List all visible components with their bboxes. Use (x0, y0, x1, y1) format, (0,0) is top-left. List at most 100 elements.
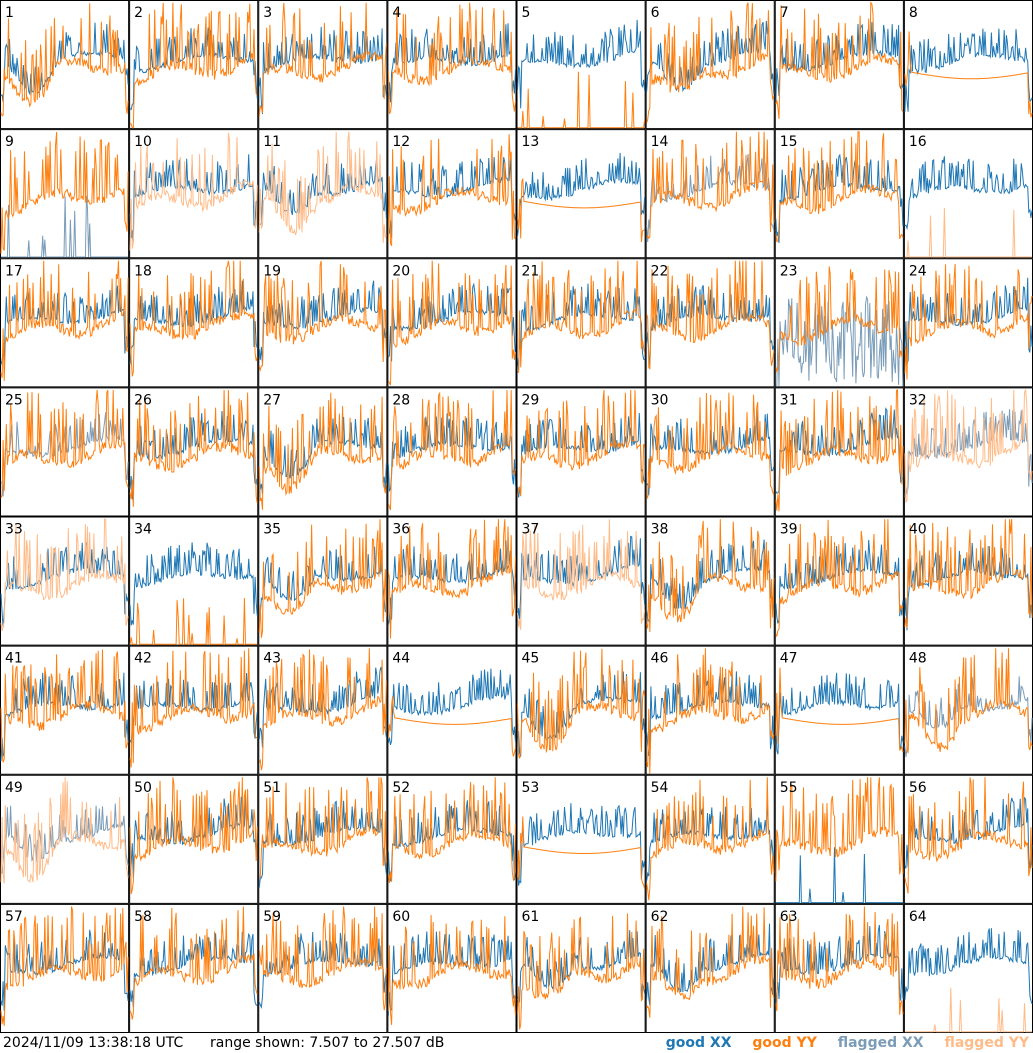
panel-label: 55 (780, 780, 798, 796)
panel-frame (903, 0, 1033, 130)
antenna-panel: 49 (0, 774, 130, 904)
series-yy-line (646, 906, 775, 1018)
antenna-panel: 22 (645, 258, 775, 388)
series-yy-line (258, 2, 387, 117)
antenna-panel: 21 (516, 258, 646, 388)
antenna-panel: 50 (129, 774, 259, 904)
panel-label: 4 (392, 5, 401, 21)
series-yy-line (775, 389, 904, 512)
panel-frame (0, 258, 130, 388)
panel-frame (129, 516, 259, 646)
series-xx-line (387, 540, 516, 625)
antenna-panel: 14 (645, 129, 775, 259)
panel-label: 52 (392, 780, 410, 796)
series-yy-line (129, 597, 258, 645)
series-yy-line (775, 266, 904, 374)
panel-label: 60 (392, 909, 410, 925)
panel-label: 22 (651, 263, 669, 279)
panel-label: 61 (522, 909, 540, 925)
antenna-panel: 5 (516, 0, 646, 130)
series-yy-line (387, 519, 516, 639)
panel-label: 24 (909, 263, 927, 279)
antenna-panel: 51 (258, 774, 388, 904)
panel-label: 50 (134, 780, 152, 796)
series-yy-line (904, 648, 1033, 754)
antenna-panel: 56 (903, 774, 1033, 904)
panel-label: 1 (5, 5, 14, 21)
panel-label: 57 (5, 909, 23, 925)
series-xx-line (904, 156, 1033, 231)
antenna-panel: 4 (387, 0, 517, 130)
series-yy-line (646, 777, 775, 901)
antenna-panel: 25 (0, 387, 130, 517)
panel-label: 62 (651, 909, 669, 925)
antenna-panel: 34 (129, 516, 259, 646)
series-yy-line (904, 388, 1033, 504)
panel-label: 43 (263, 651, 281, 667)
series-yy-line (775, 906, 904, 1015)
panel-label: 30 (651, 392, 669, 408)
series-xx-line (129, 672, 258, 744)
panel-label: 15 (780, 134, 798, 150)
antenna-panel: 1 (0, 0, 130, 130)
panel-label: 37 (522, 522, 540, 538)
panel-label: 63 (780, 909, 798, 925)
antenna-panel: 44 (387, 645, 517, 775)
antenna-panel: 45 (516, 645, 646, 775)
series-yy-line (904, 987, 1032, 1033)
antenna-panel: 57 (0, 903, 130, 1033)
panel-label: 39 (780, 522, 798, 538)
series-yy-line (775, 667, 904, 753)
panel-label: 45 (522, 651, 540, 667)
antenna-panel: 9 (0, 129, 130, 259)
panel-label: 59 (263, 909, 281, 925)
panel-label: 21 (522, 263, 540, 279)
series-xx-line (387, 668, 516, 746)
series-yy-line (387, 696, 516, 757)
series-yy-line (517, 519, 646, 630)
series-yy-line (258, 519, 387, 638)
series-yy-line (646, 648, 775, 774)
antenna-panel: 54 (645, 774, 775, 904)
series-xx-line (517, 19, 646, 109)
panel-label: 12 (392, 134, 410, 150)
series-yy-line (517, 389, 646, 497)
antenna-panel: 29 (516, 387, 646, 517)
series-xx-line (387, 157, 516, 238)
series-xx-line (904, 676, 1033, 758)
panel-label: 16 (909, 134, 927, 150)
series-yy-line (129, 389, 258, 507)
panel-label: 7 (780, 5, 789, 21)
series-xx-line (129, 27, 258, 111)
panel-label: 2 (134, 5, 143, 21)
antenna-panel: 19 (258, 258, 388, 388)
panel-label: 23 (780, 263, 798, 279)
series-xx-line (517, 803, 646, 886)
series-yy-line (129, 132, 258, 251)
series-yy-line (904, 31, 1033, 118)
series-yy-line (775, 519, 904, 638)
antenna-panel: 15 (774, 129, 904, 259)
panel-label: 3 (263, 5, 272, 21)
antenna-panel: 32 (903, 387, 1033, 517)
antenna-panel: 11 (258, 129, 388, 259)
antenna-panel: 46 (645, 645, 775, 775)
panel-label: 27 (263, 392, 281, 408)
series-yy-line (258, 392, 387, 510)
antenna-panel: 53 (516, 774, 646, 904)
series-yy-line (0, 906, 129, 1026)
series-yy-line (258, 906, 387, 1011)
series-yy-line (517, 648, 646, 759)
antenna-panel: 27 (258, 387, 388, 517)
antenna-panel: 2 (129, 0, 259, 130)
series-yy-line (646, 131, 775, 239)
antenna-panel: 38 (645, 516, 775, 646)
antenna-panel: 17 (0, 258, 130, 388)
antenna-panel: 63 (774, 903, 904, 1033)
series-xx-line (646, 798, 775, 882)
series-yy-line (0, 131, 129, 254)
panel-label: 6 (651, 5, 660, 21)
series-yy-line (387, 2, 516, 115)
panel-label: 64 (909, 909, 927, 925)
